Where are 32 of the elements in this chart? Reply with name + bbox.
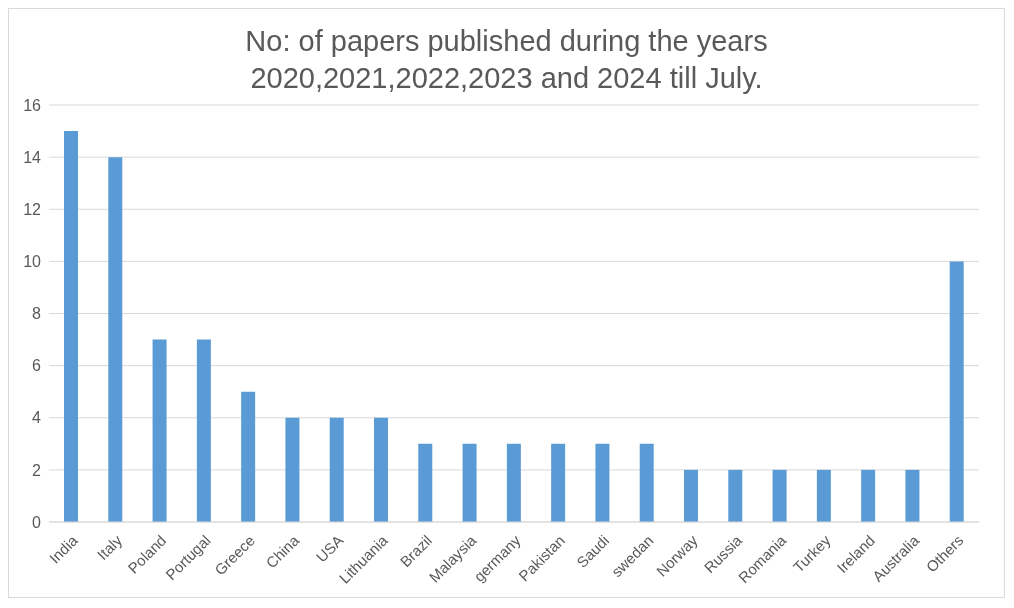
y-tick-label: 16: [23, 96, 42, 114]
bar: [241, 391, 256, 522]
y-tick-label: 12: [23, 200, 42, 218]
bar: [816, 469, 831, 522]
y-tick-label: 2: [32, 461, 42, 479]
bar: [551, 443, 566, 522]
bar: [108, 157, 123, 522]
bar: [728, 469, 743, 522]
chart-title: No: of papers published during the years 2020,2021,2022,2023 and 2024 till July.: [244, 24, 769, 96]
y-tick-label: 8: [32, 305, 42, 323]
bar: [949, 261, 964, 522]
y-tick-label: 6: [32, 357, 42, 375]
bar: [329, 417, 344, 522]
y-tick-label: 4: [32, 409, 42, 427]
bar: [462, 443, 477, 522]
bar: [905, 469, 920, 522]
bar: [152, 339, 167, 522]
bar: [196, 339, 211, 522]
bar: [595, 443, 610, 522]
y-tick-label: 14: [23, 148, 42, 166]
y-tick-label: 0: [32, 513, 42, 531]
bar: [772, 469, 787, 522]
bar: [285, 417, 300, 522]
bar: [418, 443, 433, 522]
bar: [639, 443, 654, 522]
bar: [861, 469, 876, 522]
bar: [64, 131, 78, 522]
bar: [684, 469, 698, 522]
bar: [374, 417, 388, 522]
x-tick-label: Italy: [93, 531, 126, 564]
bar: [506, 443, 521, 522]
y-tick-label: 10: [23, 253, 42, 271]
